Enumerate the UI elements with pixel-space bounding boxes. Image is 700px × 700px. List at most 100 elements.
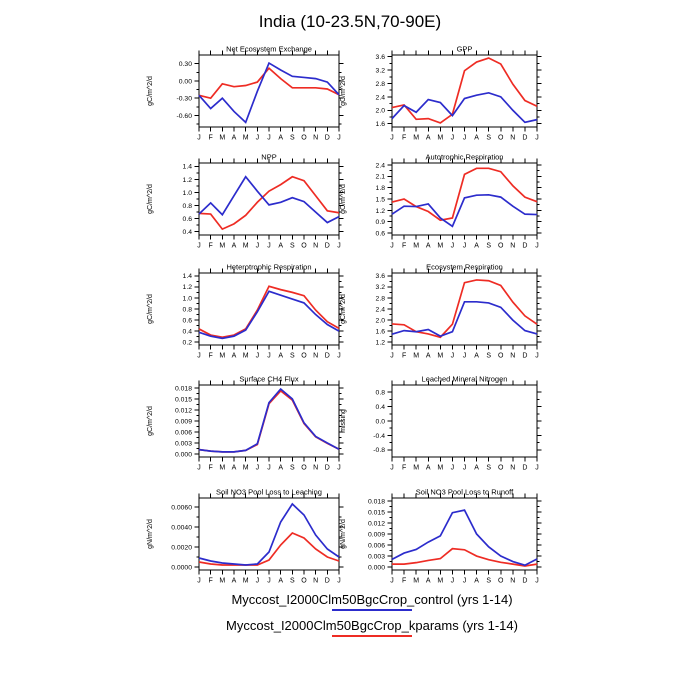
month-label: J (256, 243, 260, 250)
month-label: S (486, 243, 491, 250)
series-line-kparams (391, 279, 538, 339)
chart-title: Surface CH4 Flux (239, 375, 298, 384)
month-label: J (535, 243, 539, 250)
month-label: D (522, 578, 527, 585)
month-label: J (197, 465, 201, 472)
month-label: J (463, 353, 467, 360)
month-label: N (510, 465, 515, 472)
series-line-kparams (198, 67, 340, 100)
month-label: F (209, 243, 213, 250)
month-label: A (278, 353, 283, 360)
month-label: D (325, 243, 330, 250)
series-line-kparams (198, 285, 340, 339)
month-label: D (325, 465, 330, 472)
chart-title: Soil NO3 Pool Loss to Runoff (416, 488, 514, 497)
y-tick-label: 0.2 (183, 340, 193, 347)
month-label: J (390, 353, 394, 360)
y-tick-label: 0.0040 (171, 524, 192, 531)
legend-label-kparams: Myccost_I2000Clm50BgcCrop_kparams (yrs 1… (226, 618, 518, 633)
chart-title: Ecosystem Respiration (426, 263, 503, 272)
month-label: J (197, 135, 201, 142)
month-label: J (463, 465, 467, 472)
subplot-soil-no3-pool-loss-to-leaching: Soil NO3 Pool Loss to Leaching 0.0000 0.00… (147, 488, 344, 585)
month-label: M (413, 465, 419, 472)
month-label: N (510, 353, 515, 360)
month-label: A (278, 135, 283, 142)
y-axis-label: gC/m^2/d (340, 184, 347, 214)
y-tick-label: 0.8 (376, 390, 386, 397)
y-axis-label: missing (340, 409, 347, 433)
y-tick-label: 1.2 (376, 208, 386, 215)
y-tick-label: 0.8 (183, 203, 193, 210)
y-tick-label: 0.006 (368, 542, 385, 549)
series-line-kparams (391, 57, 538, 124)
y-tick-label: 2.8 (376, 295, 386, 302)
axis-ticks (194, 268, 344, 350)
month-label: J (337, 243, 341, 250)
y-tick-label: 0.018 (175, 385, 192, 392)
month-label: S (290, 465, 295, 472)
y-axis-label: gC/m^2/d (340, 76, 347, 106)
y-tick-label: 1.6 (376, 121, 386, 128)
y-tick-label: 1.2 (183, 284, 193, 291)
legend-entry-kparams: Myccost_I2000Clm50BgcCrop_kparams (yrs 1… (44, 619, 700, 637)
month-label: F (209, 135, 213, 142)
y-tick-label: 2.1 (376, 174, 386, 181)
legend-line-sample-kparams (332, 635, 412, 637)
month-label: F (402, 578, 406, 585)
month-label: D (522, 243, 527, 250)
month-label: S (486, 135, 491, 142)
chart-title: Leached Mineral Nitrogen (422, 375, 508, 384)
month-label: S (290, 353, 295, 360)
y-tick-label: -0.60 (177, 113, 193, 120)
series-line-kparams (198, 175, 340, 231)
month-label: A (232, 578, 237, 585)
month-label: A (426, 465, 431, 472)
plot-frame (391, 384, 538, 458)
y-tick-label: 0.009 (175, 418, 192, 425)
month-label: J (197, 353, 201, 360)
month-label: D (325, 135, 330, 142)
y-tick-label: 1.4 (183, 273, 193, 280)
axis-ticks (387, 50, 542, 132)
month-label: O (498, 465, 504, 472)
month-label: D (325, 353, 330, 360)
month-label: O (498, 578, 504, 585)
month-label: M (437, 578, 443, 585)
y-tick-label: 0.0000 (171, 564, 192, 571)
subplot-heterotrophic-respiration: Heterotrophic Respiration 0.2 0.4 0.6 0.8 1.0… (147, 263, 344, 360)
month-label: M (219, 353, 225, 360)
month-label: J (535, 578, 539, 585)
month-label: N (510, 243, 515, 250)
y-tick-label: 0.015 (175, 396, 192, 403)
y-tick-label: 2.8 (376, 81, 386, 88)
series-line-kparams (198, 531, 340, 566)
y-tick-label: 0.00 (179, 78, 192, 85)
y-tick-label: 0.018 (368, 498, 385, 505)
month-label: D (522, 353, 527, 360)
y-tick-label: 0.003 (368, 553, 385, 560)
month-label: J (256, 135, 260, 142)
month-label: A (426, 135, 431, 142)
series-line-control (391, 300, 538, 338)
series-line-control (198, 290, 340, 340)
month-label: A (278, 243, 283, 250)
y-tick-label: 2.4 (376, 162, 386, 169)
y-tick-label: 0.30 (179, 61, 192, 68)
y-tick-label: 0.4 (183, 229, 193, 236)
legend-label-control: Myccost_I2000Clm50BgcCrop_control (yrs 1… (231, 592, 513, 607)
month-label: M (219, 243, 225, 250)
month-label: D (325, 578, 330, 585)
month-label: J (267, 465, 271, 472)
month-label: M (219, 465, 225, 472)
month-label: N (313, 243, 318, 250)
subplot-surface-ch4-flux: Surface CH4 Flux 0.000 0.003 0.006 0.009 0.01… (147, 375, 344, 472)
month-label: A (474, 578, 479, 585)
axis-tick-labels: -0.60-0.300.000.30J F M A M J J A S O N D J (177, 61, 341, 141)
month-label: J (535, 353, 539, 360)
y-tick-label: -0.4 (373, 433, 385, 440)
axis-ticks (387, 268, 542, 350)
